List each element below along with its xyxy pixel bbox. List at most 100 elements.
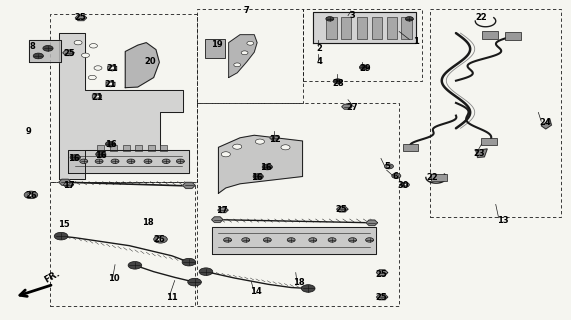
Polygon shape	[69, 150, 189, 173]
Text: 29: 29	[360, 64, 371, 73]
Circle shape	[54, 232, 68, 240]
Bar	[481, 138, 497, 145]
Polygon shape	[93, 94, 101, 100]
Bar	[98, 145, 104, 151]
Bar	[341, 17, 351, 39]
Circle shape	[255, 139, 264, 144]
Text: 14: 14	[250, 287, 262, 296]
Circle shape	[24, 191, 38, 199]
Text: 26: 26	[154, 236, 165, 244]
Text: 1: 1	[413, 36, 419, 45]
Text: 13: 13	[497, 216, 508, 225]
Circle shape	[247, 41, 254, 45]
Circle shape	[224, 238, 231, 242]
Circle shape	[348, 238, 356, 242]
Circle shape	[128, 261, 142, 269]
Text: 16: 16	[104, 140, 116, 149]
Circle shape	[328, 238, 336, 242]
Circle shape	[253, 174, 263, 179]
Circle shape	[392, 173, 401, 178]
Bar	[148, 145, 155, 151]
Text: 16: 16	[69, 154, 80, 163]
Text: 16: 16	[260, 164, 272, 172]
Bar	[327, 17, 337, 39]
Text: 9: 9	[26, 127, 31, 136]
Circle shape	[405, 17, 413, 21]
Text: 4: 4	[317, 57, 323, 66]
Text: 24: 24	[540, 118, 552, 127]
Bar	[387, 17, 397, 39]
Text: 2: 2	[317, 44, 323, 52]
Polygon shape	[476, 149, 487, 157]
Circle shape	[301, 285, 315, 292]
Polygon shape	[270, 136, 279, 140]
Circle shape	[110, 67, 115, 69]
Bar	[356, 17, 367, 39]
Bar	[431, 174, 447, 181]
Polygon shape	[59, 179, 71, 185]
Circle shape	[43, 45, 53, 51]
Polygon shape	[342, 104, 352, 109]
Text: 15: 15	[58, 220, 70, 228]
Bar	[505, 32, 521, 40]
Text: 11: 11	[166, 292, 178, 301]
Circle shape	[387, 165, 391, 167]
Polygon shape	[125, 43, 159, 88]
Bar	[372, 17, 382, 39]
Polygon shape	[108, 65, 116, 71]
Text: 16: 16	[251, 173, 263, 182]
Circle shape	[154, 236, 167, 243]
Bar	[431, 9, 561, 217]
Circle shape	[222, 152, 230, 157]
Bar	[50, 14, 198, 182]
Bar	[205, 39, 225, 59]
Circle shape	[326, 17, 334, 21]
Circle shape	[96, 151, 106, 157]
Bar	[303, 9, 422, 81]
Circle shape	[108, 83, 113, 85]
Polygon shape	[59, 33, 183, 179]
Bar	[482, 31, 498, 38]
Circle shape	[106, 141, 115, 147]
Polygon shape	[337, 206, 348, 212]
Text: 8: 8	[30, 42, 35, 51]
Circle shape	[176, 159, 184, 164]
Circle shape	[70, 155, 81, 160]
Text: 21: 21	[91, 93, 103, 102]
Text: 19: 19	[211, 40, 223, 49]
Circle shape	[365, 238, 373, 242]
Circle shape	[95, 159, 103, 164]
Text: 25: 25	[64, 49, 75, 58]
Circle shape	[241, 51, 248, 55]
Circle shape	[400, 182, 409, 187]
Circle shape	[333, 79, 343, 84]
Circle shape	[188, 278, 202, 286]
Text: 7: 7	[244, 6, 250, 15]
Circle shape	[144, 159, 152, 164]
Text: 25: 25	[375, 293, 387, 302]
Text: 10: 10	[108, 275, 120, 284]
Circle shape	[359, 65, 368, 70]
Text: 22: 22	[476, 13, 488, 22]
Polygon shape	[376, 294, 388, 300]
Circle shape	[309, 238, 317, 242]
Circle shape	[94, 95, 99, 98]
Circle shape	[394, 175, 399, 177]
Text: 26: 26	[25, 191, 37, 200]
Circle shape	[82, 53, 90, 58]
Bar	[198, 9, 303, 103]
Bar	[403, 143, 419, 151]
Polygon shape	[63, 50, 74, 56]
Circle shape	[263, 238, 271, 242]
Text: 3: 3	[349, 11, 355, 20]
Polygon shape	[63, 182, 74, 187]
Bar	[110, 145, 117, 151]
Polygon shape	[228, 35, 257, 77]
Text: 27: 27	[347, 103, 359, 112]
Text: 17: 17	[63, 181, 74, 190]
Polygon shape	[212, 227, 376, 253]
Bar	[123, 145, 130, 151]
Circle shape	[234, 63, 240, 67]
Polygon shape	[376, 270, 388, 276]
Polygon shape	[106, 81, 115, 87]
